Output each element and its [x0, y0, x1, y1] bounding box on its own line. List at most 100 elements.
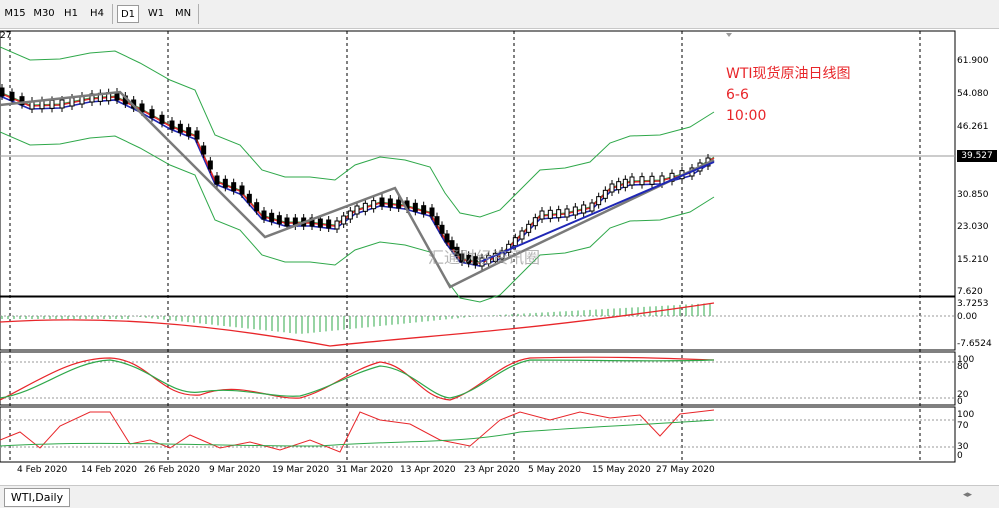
date-axis-label: 23 Apr 2020 — [464, 465, 520, 475]
candle-body — [589, 202, 595, 212]
candle-body — [449, 240, 455, 250]
candle-body — [139, 103, 145, 113]
title-line-3: 10:00 — [726, 108, 767, 124]
moving-average-slow — [0, 95, 715, 267]
tf-mn-button[interactable]: MN — [174, 8, 192, 19]
tf-m30-button[interactable]: M30 — [33, 8, 55, 19]
candle-body — [556, 209, 562, 219]
candle-body — [454, 246, 460, 256]
candle-body — [572, 206, 578, 216]
shift-marker-icon — [726, 33, 732, 37]
candle-body — [371, 200, 377, 210]
candle-body — [261, 210, 267, 220]
candle-body — [629, 176, 635, 186]
date-axis-label: 4 Feb 2020 — [17, 465, 68, 475]
candle-body — [459, 253, 465, 263]
candle-body — [439, 224, 445, 234]
panel-frame — [0, 296, 956, 351]
price-axis-label: 61.900 — [957, 56, 989, 66]
candle-body — [547, 209, 553, 219]
bollinger-upper-band — [0, 46, 715, 218]
candle-body — [519, 230, 525, 240]
stoch-axis-label: 0 — [957, 397, 963, 407]
scroll-arrows-icon[interactable]: ◂▸ — [963, 490, 973, 500]
price-axis-label: 15.210 — [957, 255, 989, 265]
rsi-line — [0, 409, 715, 453]
toolbar-separator — [198, 4, 199, 24]
candle-body — [0, 87, 5, 97]
stoch-axis-label: 100 — [957, 355, 975, 365]
date-axis-label: 26 Feb 2020 — [144, 465, 201, 475]
date-axis-label: 31 Mar 2020 — [336, 465, 394, 475]
title-line-1: WTI现货原油日线图 — [726, 66, 851, 82]
candle-body — [9, 91, 15, 101]
candle-body — [269, 212, 275, 222]
price-chart[interactable] — [0, 29, 999, 484]
candle-body — [19, 96, 25, 106]
candle-body — [421, 205, 427, 215]
date-axis-label: 13 Apr 2020 — [400, 465, 456, 475]
candle-body — [539, 210, 545, 220]
candle-body — [499, 250, 505, 260]
candle-body — [512, 237, 518, 247]
candle-body — [387, 198, 393, 208]
candle-body — [201, 145, 207, 155]
bollinger-middle-band — [0, 91, 715, 263]
price-axis-label: 46.261 — [957, 122, 989, 132]
date-axis-label: 5 May 2020 — [528, 465, 581, 475]
candle-body — [334, 220, 340, 230]
candle-body — [207, 160, 213, 170]
tf-m15-button[interactable]: M15 — [4, 8, 26, 19]
rsi-axis-label: 100 — [957, 410, 975, 420]
macd-axis-label: -7.6524 — [957, 339, 992, 349]
candle-body — [59, 99, 65, 109]
candle-body — [317, 218, 323, 228]
stoch-axis-label: 20 — [957, 390, 969, 400]
trend-line — [479, 161, 715, 263]
chart-tab-wti-daily[interactable]: WTI,Daily — [4, 488, 70, 507]
timeframe-toolbar: M15 M30 H1 H4 D1 W1 MN — [0, 0, 999, 29]
tf-h4-button[interactable]: H4 — [90, 8, 104, 19]
panel-frame — [0, 30, 956, 297]
candle-body — [341, 215, 347, 225]
current-price-label: 39.527 — [957, 150, 997, 162]
tf-h1-button[interactable]: H1 — [64, 8, 78, 19]
candle-body — [159, 114, 165, 124]
title-line-2: 6-6 — [726, 87, 749, 103]
candle-body — [616, 181, 622, 191]
rsi-axis-label: 0 — [957, 451, 963, 461]
candle-body — [254, 202, 260, 212]
tf-d1-button[interactable]: D1 — [117, 5, 139, 23]
candle-body — [532, 217, 538, 227]
bollinger-lower-band — [0, 131, 715, 303]
candle-body — [564, 208, 570, 218]
candle-body — [596, 196, 602, 206]
chart-pattern-line — [0, 90, 715, 289]
candle-body — [214, 175, 220, 185]
candle-body — [354, 205, 360, 215]
tf-w1-button[interactable]: W1 — [147, 8, 165, 19]
candle-body — [396, 199, 402, 209]
price-axis-label: 23.030 — [957, 222, 989, 232]
macd-signal-line — [0, 302, 715, 347]
rsi-axis-label: 70 — [957, 421, 969, 431]
date-axis-label: 14 Feb 2020 — [81, 465, 138, 475]
stoch-axis-label: 80 — [957, 362, 969, 372]
candle-body — [581, 204, 587, 214]
panel-frame — [0, 406, 956, 463]
candle-body — [639, 176, 645, 186]
candle-body — [649, 175, 655, 185]
candle-body — [177, 123, 183, 133]
candle-body — [149, 109, 155, 119]
candle-body — [231, 182, 237, 192]
candle-body — [602, 189, 608, 199]
candle-body — [412, 202, 418, 212]
rsi-signal-line — [0, 419, 715, 447]
candle-body — [466, 254, 472, 264]
candle-body — [347, 210, 353, 220]
candle-body — [429, 207, 435, 217]
rsi-axis-label: 30 — [957, 442, 969, 452]
watermark: 汇通财经资讯圈 — [428, 248, 541, 267]
chart-tab-bar — [0, 485, 999, 508]
candle-body — [186, 127, 192, 137]
